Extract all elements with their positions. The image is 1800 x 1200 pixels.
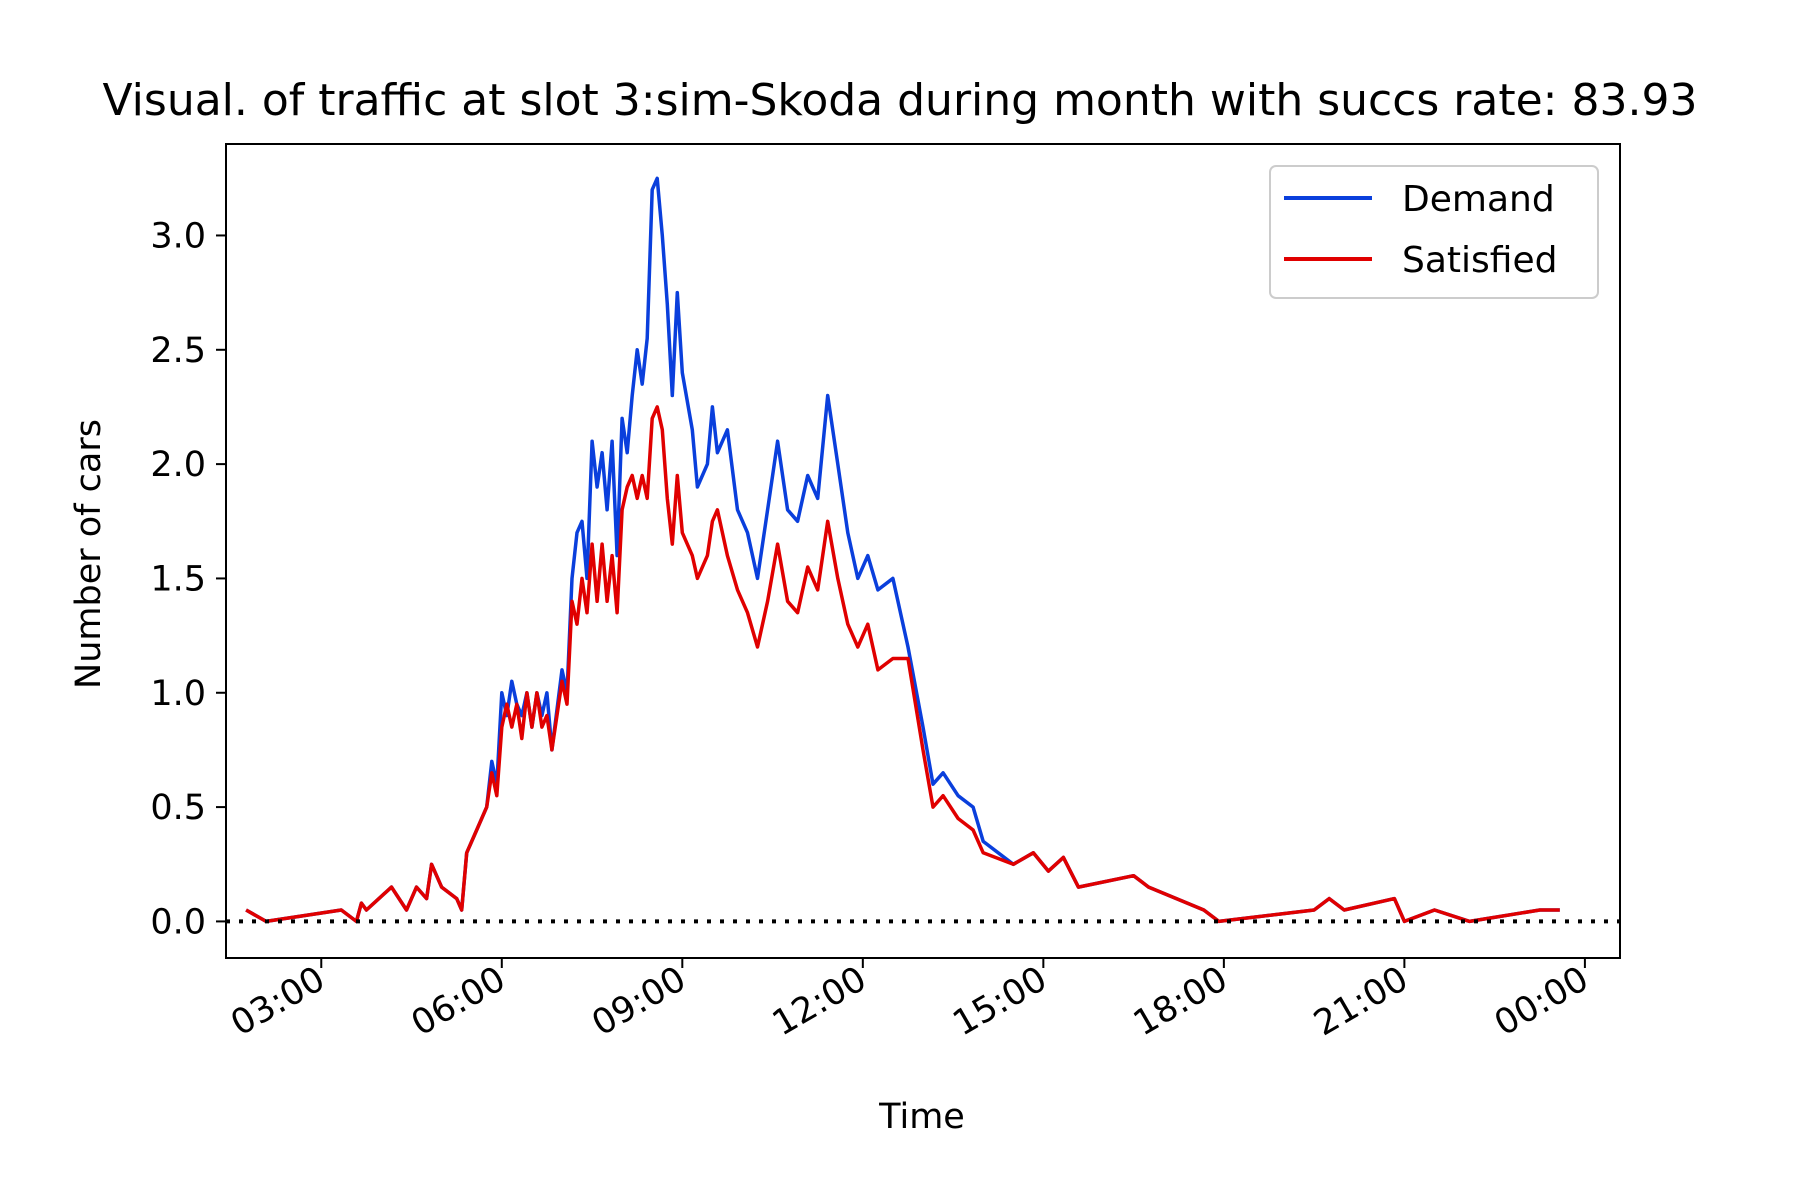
plot-area — [226, 176, 1620, 924]
y-tick-label: 2.0 — [150, 445, 206, 485]
plot-frame — [225, 143, 1621, 959]
y-tick-label: 3.0 — [150, 216, 206, 256]
chart-title: Visual. of traffic at slot 3:sim-Skoda d… — [103, 75, 1698, 126]
y-tick-label: 1.5 — [150, 559, 206, 599]
legend-label-satisfied: Satisfied — [1402, 240, 1557, 281]
axes: 0.00.51.01.52.02.53.003:00 06:00 09:00 12:0… — [150, 143, 1621, 1044]
y-tick-label: 1.0 — [150, 674, 206, 714]
y-tick-label: 0.5 — [150, 788, 206, 828]
series-line-satisfied — [245, 405, 1560, 924]
y-tick-label: 0.0 — [150, 902, 206, 942]
legend-label-demand: Demand — [1402, 179, 1555, 220]
x-axis-label: Time — [878, 1097, 965, 1137]
y-axis-label: Number of cars — [69, 419, 109, 689]
legend: Demand Satisfied — [1269, 165, 1599, 299]
y-tick-label: 2.5 — [150, 331, 206, 371]
